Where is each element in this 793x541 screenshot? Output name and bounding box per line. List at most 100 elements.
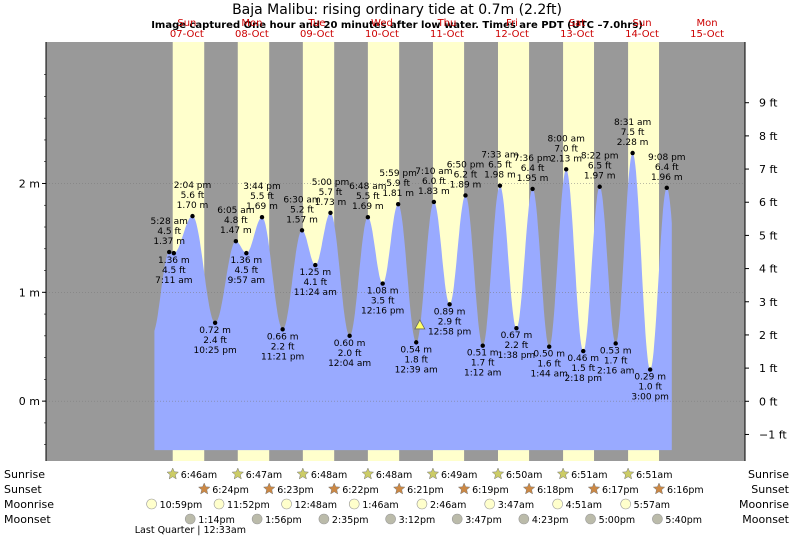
sun-moon-time: 4:51am <box>566 500 602 511</box>
row-label-right: Moonrise <box>739 498 789 511</box>
tide-label: 7:33 am <box>481 151 518 161</box>
day-name: Sun <box>633 18 652 29</box>
tide-label: 1.69 m <box>352 202 384 212</box>
right-axis-tick-label: 6 ft <box>759 196 778 209</box>
moon-icon <box>251 513 263 525</box>
sun-moon-time: 3:47pm <box>465 515 502 526</box>
tide-label: 0.53 m <box>600 346 632 356</box>
tide-label: 4.5 ft <box>162 266 186 276</box>
lunar-phase-label: Last Quarter | 12:33am <box>135 525 246 536</box>
tide-label: 1.7 ft <box>471 359 495 369</box>
right-axis-tick-label: 0 ft <box>759 395 778 408</box>
right-axis-tick-label: 2 ft <box>759 329 778 342</box>
sun-icon <box>296 467 310 480</box>
tide-label: 1:12 am <box>464 369 501 379</box>
tide-label: 8:22 pm <box>581 152 619 162</box>
tide-point <box>664 185 669 191</box>
sun-moon-time: 1:56pm <box>265 515 302 526</box>
sun-moon-time: 2:46am <box>430 500 466 511</box>
tide-label: 1.6 ft <box>537 360 561 370</box>
tide-point <box>463 193 468 198</box>
tide-label: 5:28 am <box>151 217 188 227</box>
sun-moon-time: 6:18pm <box>537 485 574 496</box>
sun-moon-time: 1:46am <box>362 500 398 511</box>
tide-point <box>259 215 265 220</box>
sun-moon-time: 1:14pm <box>198 515 235 526</box>
tide-label: 1.69 m <box>246 202 278 212</box>
moon-icon <box>184 513 196 525</box>
tide-point <box>233 238 239 244</box>
day-name: Tue <box>307 18 325 29</box>
tide-label: 1.37 m <box>153 237 185 247</box>
tide-point <box>190 213 195 219</box>
tide-label: 0.51 m <box>467 349 499 359</box>
moon-icon <box>348 498 360 510</box>
tide-label: 0.66 m <box>267 332 299 342</box>
day-date: 12-Oct <box>495 29 529 40</box>
tide-label: 7.5 ft <box>621 128 645 138</box>
sun-moon-time: 3:47am <box>498 500 534 511</box>
tide-label: 3:00 pm <box>631 393 669 403</box>
left-axis-tick-label: 0 m <box>19 395 40 408</box>
sun-moon-time: 6:51am <box>571 470 607 481</box>
tide-label: 12:58 pm <box>428 327 471 337</box>
tide-level-area <box>154 153 672 451</box>
tide-label: 6:05 am <box>217 206 254 216</box>
sun-icon <box>621 467 635 480</box>
tide-point <box>171 250 177 256</box>
tide-label: 1:44 am <box>531 370 568 380</box>
tide-label: 7:11 am <box>155 276 192 286</box>
tide-label: 2.4 ft <box>203 336 227 346</box>
sun-icon <box>491 467 505 480</box>
tide-point <box>395 201 401 207</box>
tide-point <box>414 340 419 345</box>
left-axis-tick-label: 2 m <box>19 177 40 190</box>
day-headers: Sun07-OctMon08-OctTue09-OctWed10-OctThu1… <box>170 18 724 40</box>
tide-label: 3.5 ft <box>371 297 395 307</box>
day-date: 11-Oct <box>430 29 464 40</box>
tide-label: 6.2 ft <box>454 170 478 180</box>
tide-point <box>328 210 333 216</box>
tide-point <box>597 184 602 189</box>
left-axis-tick-label: 1 m <box>19 286 40 299</box>
sun-icon <box>652 482 666 495</box>
tide-label: 6.0 ft <box>422 177 446 187</box>
sun-moon-time: 6:24pm <box>212 485 249 496</box>
tide-label: 6:30 am <box>283 195 320 205</box>
tide-label: 2:18 pm <box>564 374 602 384</box>
tide-label: 6.5 ft <box>488 161 512 171</box>
tide-label: 2:16 am <box>597 366 634 376</box>
day-name: Mon <box>241 18 262 29</box>
tide-label: 1.73 m <box>315 198 347 208</box>
tide-point <box>431 199 437 205</box>
right-axis-tick-label: −1 ft <box>759 428 787 441</box>
sun-moon-time: 6:51am <box>636 470 672 481</box>
right-axis-tick-label: 5 ft <box>759 229 778 242</box>
current-tide-marker <box>414 319 426 330</box>
day-date: 07-Oct <box>170 29 204 40</box>
moon-icon <box>518 513 530 525</box>
right-axis-tick-label: 3 ft <box>759 296 778 309</box>
sun-moon-time: 6:49am <box>441 470 477 481</box>
tide-label: 12:39 am <box>395 365 438 375</box>
tide-label: 0.50 m <box>533 350 565 360</box>
sun-moon-time: 11:52pm <box>227 500 270 511</box>
day-date: 08-Oct <box>235 29 269 40</box>
tide-label: 0.46 m <box>567 354 599 364</box>
tide-label: 1.36 m <box>158 256 190 266</box>
row-label-left: Moonset <box>4 513 51 526</box>
tide-point <box>480 343 485 348</box>
sun-icon <box>457 482 471 495</box>
tide-point <box>299 228 305 233</box>
sun-icon <box>426 467 440 480</box>
sun-moon-time: 6:23pm <box>277 485 314 496</box>
day-date: 14-Oct <box>625 29 659 40</box>
sun-icon <box>361 467 375 480</box>
tide-label: 5:00 pm <box>312 178 350 188</box>
day-name: Sat <box>569 18 585 29</box>
tide-label: 7.0 ft <box>554 144 578 154</box>
tide-label: 11:21 pm <box>261 352 304 362</box>
tide-label: 5:59 pm <box>379 169 417 179</box>
